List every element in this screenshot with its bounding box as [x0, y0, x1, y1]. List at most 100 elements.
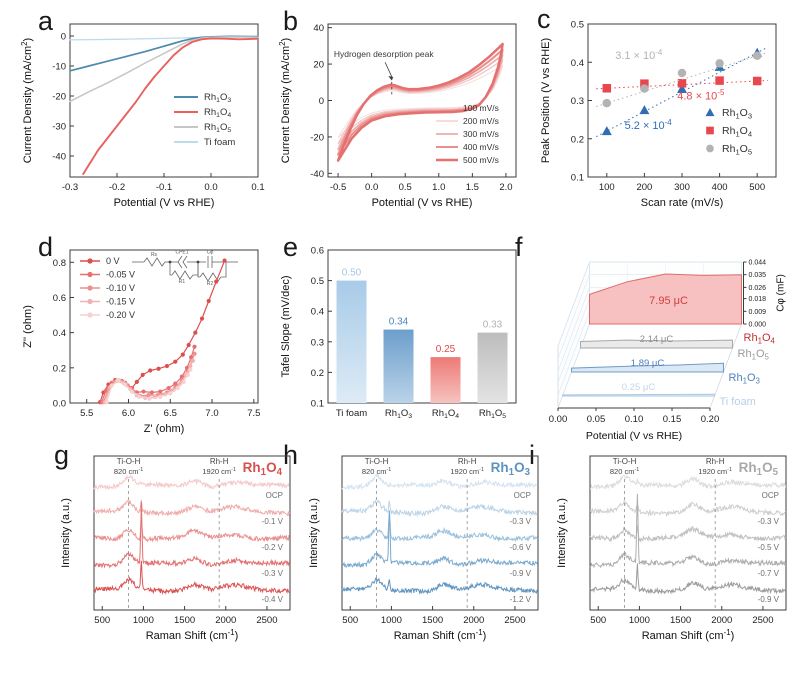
- y-axis-label: Current Density (mA/cm2): [20, 38, 34, 163]
- y-tick-label: -30: [52, 122, 66, 133]
- y-tick-label: 0.2: [53, 363, 66, 374]
- svg-text:0.009: 0.009: [749, 309, 767, 316]
- chart-h-svg: 500 1000 1500 2000 2500 Raman Shift (cm-1) Int…: [308, 455, 539, 642]
- x-tick-label: 0.0: [365, 182, 378, 193]
- y-tick-label: 0.5: [571, 20, 584, 31]
- y-tick-label: 0.1: [571, 173, 584, 184]
- band-Rh₁O₃: [571, 362, 724, 373]
- svg-text:Rs: Rs: [151, 252, 158, 258]
- svg-text:R2: R2: [207, 281, 214, 287]
- x-tick-label: 2000: [215, 615, 236, 626]
- y-axis-label: Current Density (mA/cm2): [278, 38, 292, 163]
- y-tick-label: 40: [313, 23, 324, 34]
- legend-label: -0.15 V: [106, 297, 135, 307]
- marker-wavenumber-label: 820 cm-1: [610, 467, 639, 476]
- panel-i-letter: i: [529, 440, 535, 470]
- x-tick-label: 1500: [422, 615, 443, 626]
- legend-label: Rh1O5: [722, 143, 752, 156]
- trace-label: -0.7 V: [758, 569, 780, 578]
- plot-frame: [93, 455, 291, 611]
- x-tick-label: 200: [636, 182, 652, 193]
- y-tick-label: 0.8: [53, 258, 66, 269]
- annotation-hydrogen-desorption: Hydrogen desorption peak: [334, 49, 434, 59]
- bar-Ti foam: [336, 280, 367, 403]
- series-name-label: Rh1O5: [738, 348, 770, 361]
- raman-trace-OCP: [341, 473, 538, 491]
- marker-label: Ti-O-H: [117, 457, 141, 466]
- raman-trace--0.9 V: [589, 563, 787, 595]
- chart-b-svg: -0.5 0.0 0.5 1.0 1.5 2.0 -40 -20 0 20 40 Potential …: [278, 23, 517, 209]
- legend-label: 500 mV/s: [463, 155, 499, 165]
- trace-label: -0.3 V: [758, 517, 780, 526]
- x-axis-label: Raman Shift (cm-1): [146, 628, 239, 642]
- chart-g-svg: 500 1000 1500 2000 2500 Raman Shift (cm-1) Int…: [60, 455, 291, 642]
- y-tick-label: 0.4: [571, 58, 584, 69]
- x-tick-label: 0.0: [204, 182, 217, 193]
- legend-label: 0 V: [106, 256, 120, 266]
- raman-trace--0.4 V: [93, 560, 290, 596]
- bar-value-label: 0.50: [342, 268, 362, 279]
- cv-loop-100 mV/s: [337, 65, 504, 139]
- panel-title: Rh1O5: [739, 460, 779, 478]
- y-tick-label: 0.5: [311, 276, 324, 287]
- x-tick-label: 5.5: [80, 408, 93, 419]
- x-tick-label: 500: [590, 615, 606, 626]
- bar-Rh₁O₄: [430, 357, 461, 403]
- x-tick-label: -0.2: [109, 182, 125, 193]
- raman-trace--0.3 V: [93, 501, 291, 569]
- slope-label: 3.1 × 10-4: [615, 48, 663, 62]
- marker-circle: [602, 98, 612, 108]
- band-Ti foam: [562, 393, 715, 397]
- legend-label: Rh1O3: [722, 107, 752, 120]
- y-tick-label: 0.4: [311, 307, 324, 318]
- legend-label: 400 mV/s: [463, 142, 499, 152]
- y-tick-label: 0.6: [311, 246, 324, 257]
- chart-f-svg: 0.00 0.05 0.10 0.15 0.20 Potential (V vs RHE)…: [549, 260, 787, 443]
- legend-label: Rh1O4: [722, 125, 752, 138]
- marker-wavenumber-label: 1920 cm-1: [450, 467, 484, 476]
- x-axis-label: Scan rate (mV/s): [641, 197, 724, 209]
- svg-text:0.10: 0.10: [625, 414, 644, 425]
- raman-trace-OCP: [93, 474, 290, 490]
- y-tick-label: 0.4: [53, 328, 66, 339]
- x-tick-label: 6.0: [122, 408, 135, 419]
- cv-loop-200 mV/s: [337, 59, 504, 145]
- bar-Rh₁O₃: [383, 329, 414, 403]
- band-Rh₁O₅: [580, 339, 733, 349]
- chart-i-svg: 500 1000 1500 2000 2500 Raman Shift (cm-1) Int…: [556, 455, 787, 642]
- series-Rh₁O₄: [82, 37, 259, 175]
- marker-circle: [715, 59, 724, 68]
- y-tick-label: 0: [61, 32, 66, 43]
- y-axis-label: Peak Position (V vs RHE): [540, 38, 552, 163]
- y-axis-label: Z'' (ohm): [22, 305, 34, 348]
- marker-wavenumber-label: 820 cm-1: [114, 467, 143, 476]
- x-tick-label: 1000: [133, 615, 154, 626]
- plot-frame: [341, 455, 539, 611]
- y-tick-label: 0.3: [311, 337, 324, 348]
- charge-label: 2.14 μC: [640, 334, 674, 345]
- cv-loop-500 mV/s: [336, 42, 504, 162]
- series-name-label: Rh1O4: [744, 332, 776, 345]
- svg-text:R1: R1: [179, 279, 186, 285]
- x-tick-label: -0.5: [330, 182, 346, 193]
- y-axis-label: Tafel Slope (mV/dec): [280, 275, 292, 377]
- svg-text:0.044: 0.044: [749, 260, 767, 267]
- legend-label: -0.20 V: [106, 310, 135, 320]
- plot-frame: [589, 455, 787, 611]
- marker-label: Rh-H: [458, 457, 477, 466]
- chart-e-svg: 0.1 0.2 0.3 0.4 0.5 0.6 Tafel Slope (mV/dec) 0.…: [280, 246, 517, 420]
- raman-trace--0.5 V: [589, 525, 787, 544]
- legend-label: 300 mV/s: [463, 129, 499, 139]
- charge-label: 7.95 μC: [649, 295, 688, 307]
- series-Rh₁O₅: [69, 36, 259, 103]
- series-name-label: Rh1O3: [729, 372, 761, 385]
- trend-Rh₁O₃: [596, 46, 768, 138]
- bar-category-label: Rh1O4: [432, 408, 459, 420]
- marker-label: Ti-O-H: [365, 457, 389, 466]
- raman-trace-OCP: [590, 474, 787, 490]
- trace-label: -0.3 V: [262, 569, 284, 578]
- slope-label: 5.2 × 10-4: [625, 118, 673, 132]
- legend-label: Rh1O4: [204, 107, 231, 119]
- svg-text:0.05: 0.05: [587, 414, 606, 425]
- y-tick-label: 0: [319, 96, 324, 107]
